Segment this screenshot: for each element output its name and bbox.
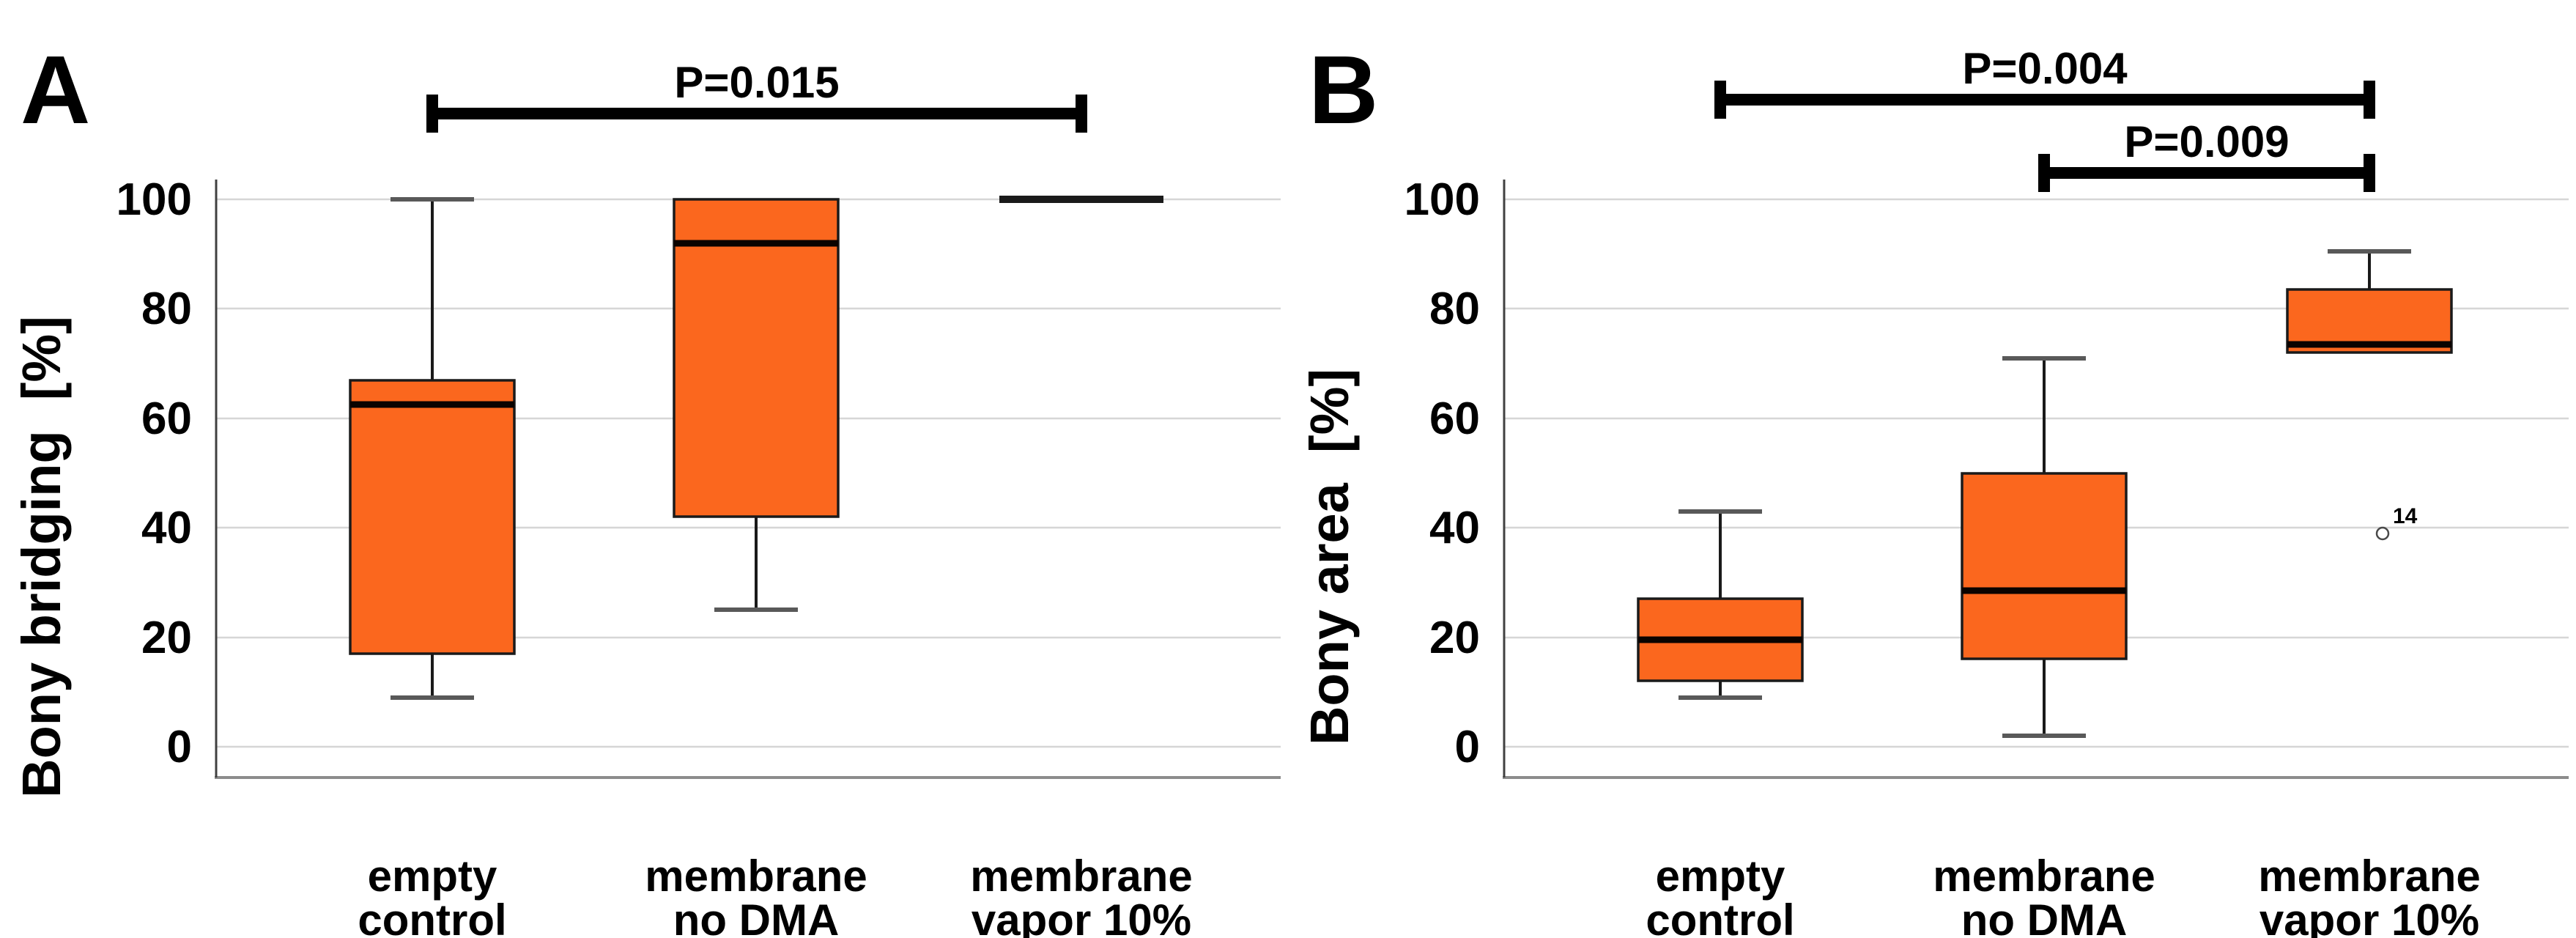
x-category-label-line2: vapor 10%: [2259, 895, 2479, 938]
y-tick-label-60: 60: [141, 394, 192, 444]
y-tick-label-80: 80: [141, 284, 192, 334]
significance-cap-left: [2038, 154, 2050, 192]
significance-cap-right: [2364, 81, 2375, 119]
y-tick-label-0: 0: [167, 722, 192, 772]
x-category-label-line2: control: [358, 895, 506, 938]
panel-letter: B: [1309, 36, 1378, 144]
significance-label: P=0.009: [2124, 117, 2289, 166]
boxplot-membrane-no-dma: [673, 198, 840, 612]
box: [673, 198, 840, 518]
significance-bar: [426, 108, 1087, 119]
outlier-point: [2375, 526, 2390, 541]
y-tick-label-80: 80: [1429, 284, 1480, 334]
x-category-label-line1: membrane: [645, 852, 867, 901]
significance-label: P=0.015: [674, 58, 839, 107]
outlier-label: 14: [2393, 504, 2418, 528]
x-category-label-line2: no DMA: [673, 895, 840, 938]
x-category-label-line1: empty: [1656, 852, 1785, 901]
boxplot-membrane-vapor-10-: [2286, 249, 2453, 354]
y-tick-label-60: 60: [1429, 394, 1480, 444]
significance-cap-right: [1076, 95, 1087, 133]
y-axis-title: Bony area [%]: [1299, 369, 1360, 745]
x-category-label-line2: vapor 10%: [971, 895, 1191, 938]
y-tick-label-40: 40: [141, 503, 192, 553]
significance-cap-left: [426, 95, 438, 133]
boxplot-empty-control: [1637, 509, 1804, 700]
box: [349, 379, 516, 655]
y-tick-label-100: 100: [116, 174, 192, 225]
x-category-label-line1: empty: [368, 852, 497, 901]
boxplot-membrane-no-dma: [1961, 356, 2128, 738]
box: [1961, 472, 2128, 660]
x-category-label-line1: membrane: [2258, 852, 2480, 901]
y-tick-label-40: 40: [1429, 503, 1480, 553]
y-tick-label-100: 100: [1404, 174, 1480, 225]
panel-A-chart: 0 20 40 60 80 100 P=0.015 A Bony bridging [%] emp…: [11, 36, 1281, 938]
significance-cap-right: [2364, 154, 2375, 192]
x-category-label-line2: no DMA: [1961, 895, 2128, 938]
y-axis-title: Bony bridging [%]: [11, 316, 72, 798]
panel-B-chart: 0 20 40 60 80 100 14 P=0.004 P=0.009 B Bony area […: [1299, 36, 2569, 938]
boxplot-empty-control: [349, 197, 516, 700]
significance-label: P=0.004: [1962, 44, 2128, 93]
y-tick-label-20: 20: [1429, 613, 1480, 663]
y-tick-label-20: 20: [141, 613, 192, 663]
significance-cap-left: [1714, 81, 1726, 119]
x-category-label-line1: membrane: [970, 852, 1192, 901]
x-category-label-line2: control: [1646, 895, 1794, 938]
panel-letter: A: [21, 36, 90, 144]
y-tick-label-0: 0: [1455, 722, 1480, 772]
significance-bar: [2038, 167, 2375, 179]
significance-bar: [1714, 94, 2375, 106]
x-category-label-line1: membrane: [1933, 852, 2155, 901]
